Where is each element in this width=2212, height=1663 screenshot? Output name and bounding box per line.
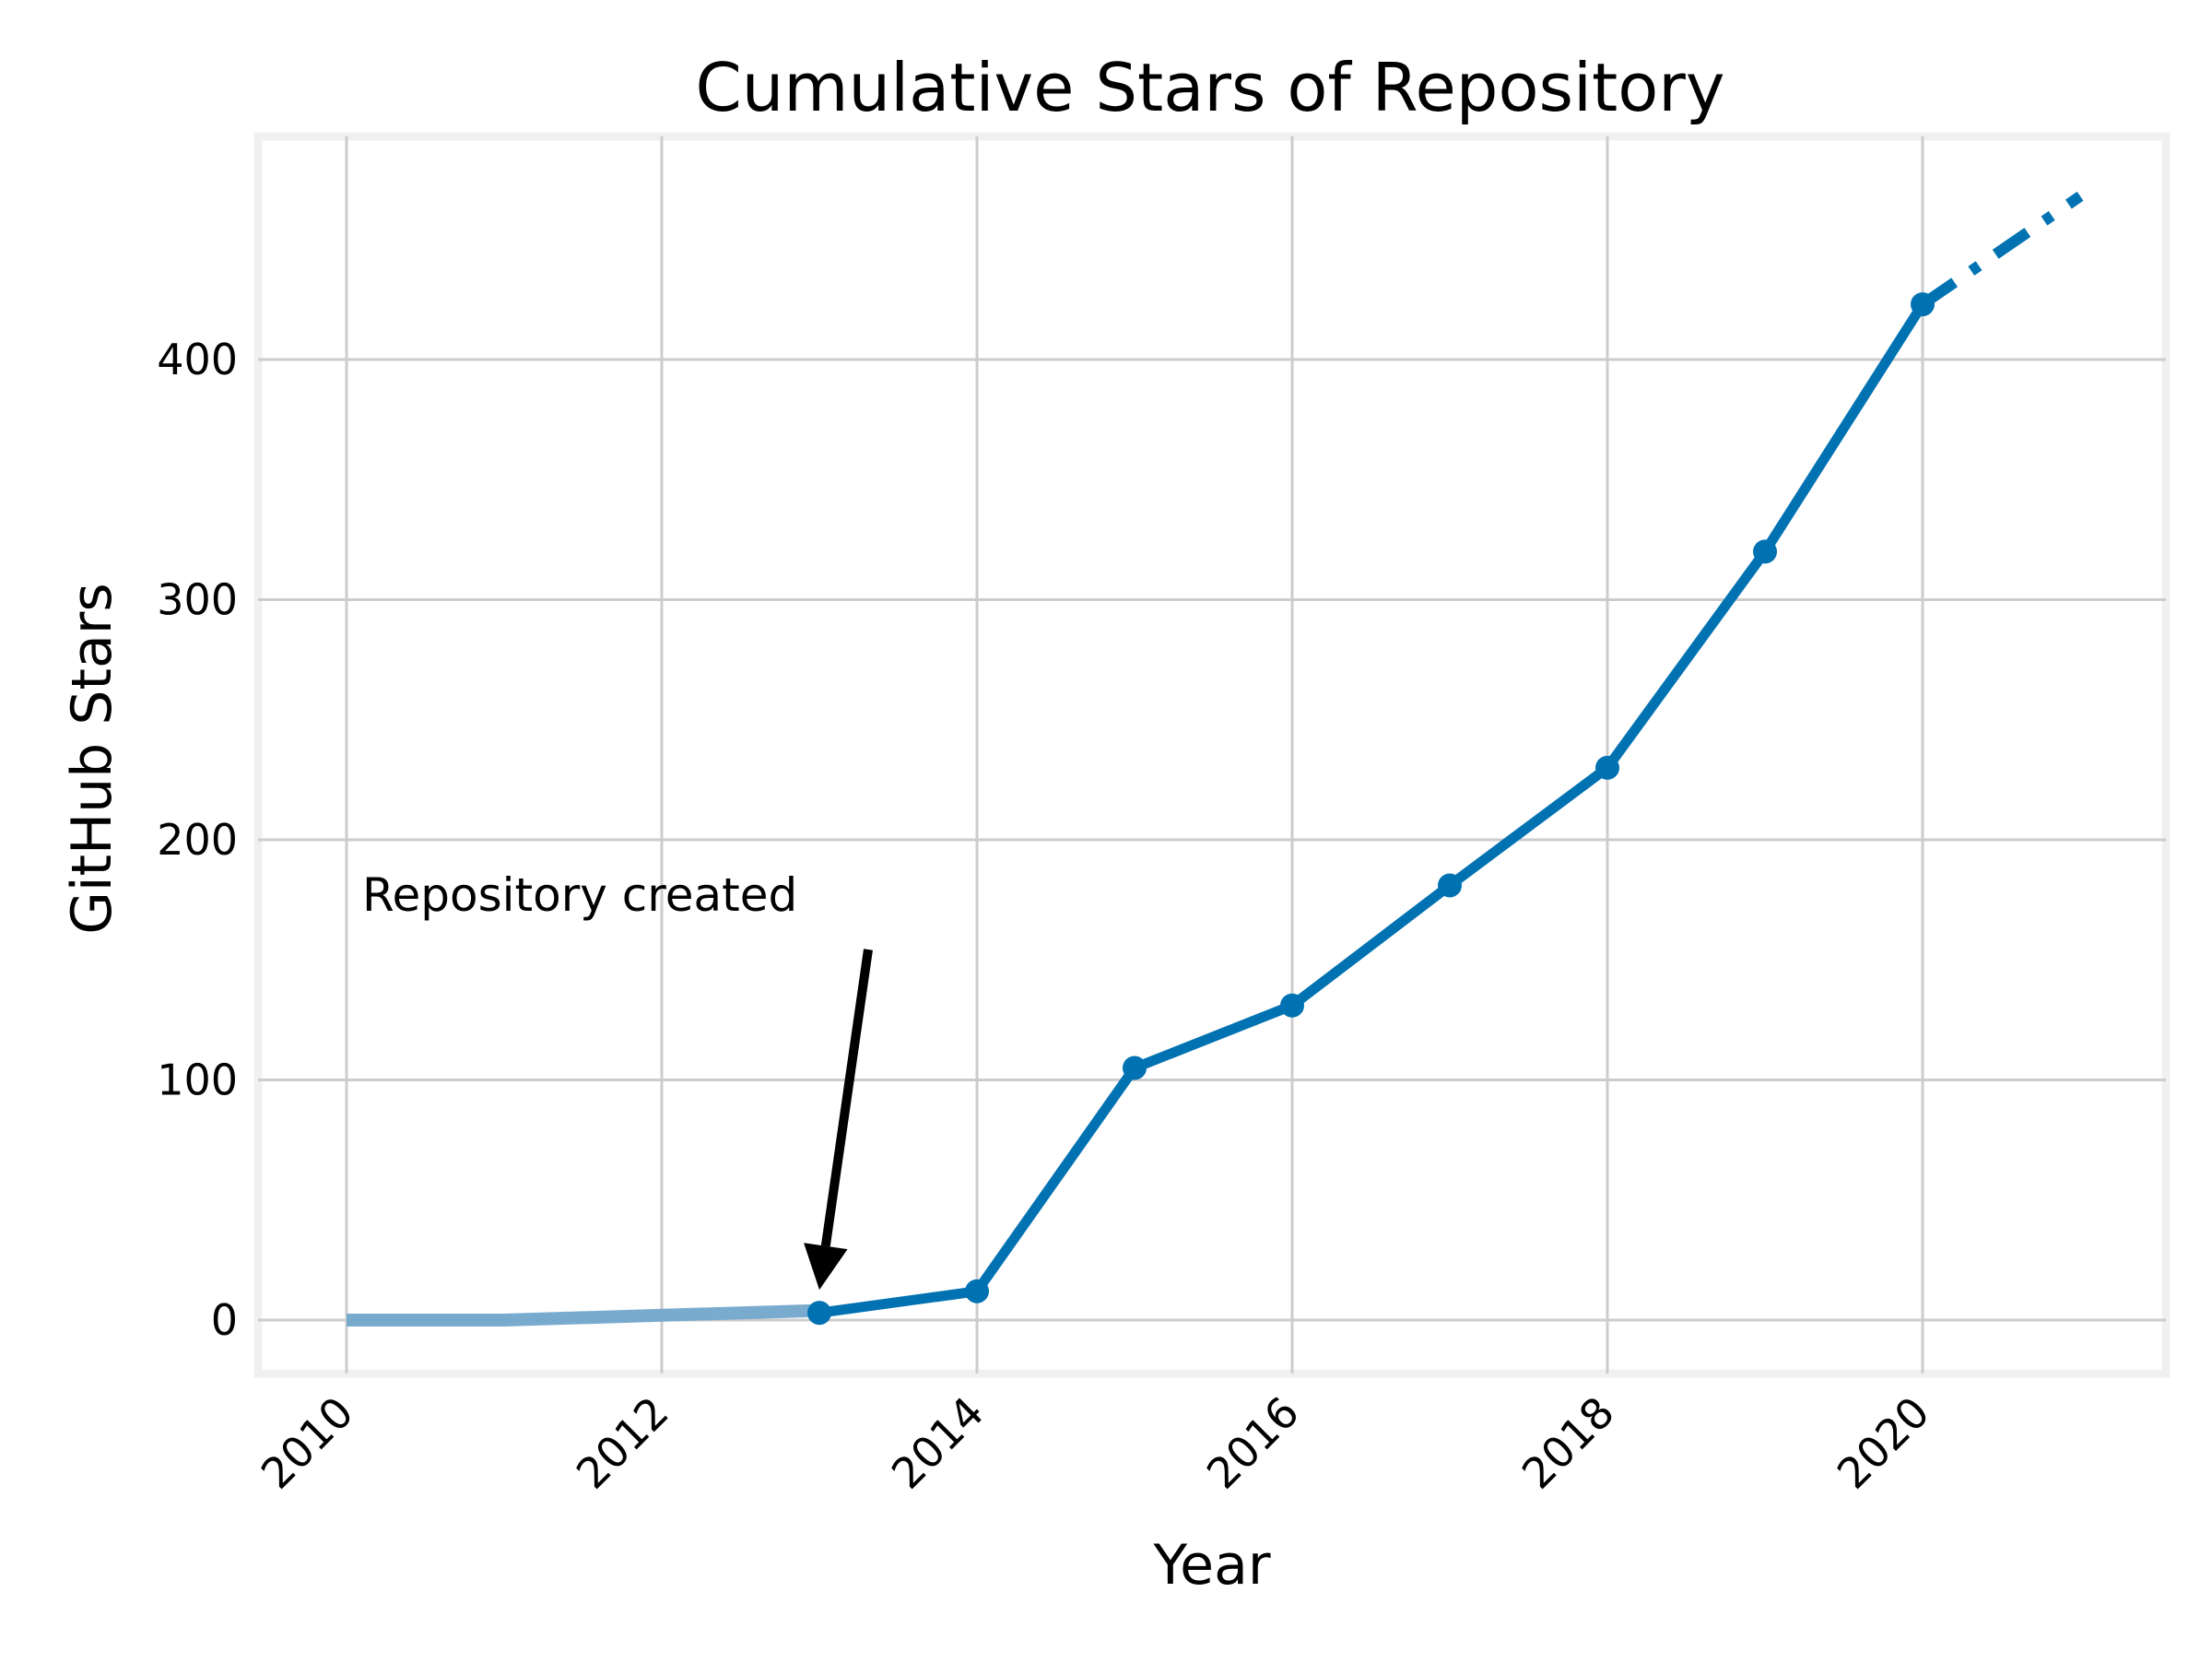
stars-line	[814, 299, 1928, 1318]
series-layer	[347, 191, 2084, 1327]
projection-line	[1919, 191, 2084, 310]
data-point	[1595, 755, 1619, 780]
data-point	[965, 1279, 989, 1303]
data-point	[807, 1301, 831, 1326]
y-tick-label: 400	[157, 335, 238, 384]
plot-frame	[253, 132, 2171, 1378]
x-tick-label: 2016	[1197, 1387, 1309, 1499]
data-point	[1753, 539, 1777, 564]
x-axis-label: Year	[1152, 1533, 1270, 1598]
x-tick-label: 2020	[1828, 1387, 1939, 1499]
data-point	[1438, 873, 1462, 898]
data-point	[1280, 993, 1304, 1018]
y-tick-label: 0	[211, 1295, 238, 1345]
y-axis-label: GitHub Stars	[60, 583, 124, 934]
y-tick-label: 100	[157, 1056, 238, 1105]
x-tick-label: 2018	[1512, 1387, 1624, 1499]
annotation-arrowhead	[804, 1243, 848, 1291]
annotation-arrow	[820, 949, 873, 1247]
x-tick-label: 2010	[252, 1387, 363, 1499]
annotation-text: Repository created	[362, 868, 797, 922]
y-tick-label: 300	[157, 575, 238, 625]
y-tick-label: 200	[157, 815, 238, 865]
chart-title: Cumulative Stars of Repository	[695, 49, 1724, 126]
x-tick-label: 2012	[567, 1387, 678, 1499]
data-point	[1123, 1056, 1147, 1080]
grid	[258, 136, 2166, 1374]
pre-creation-line	[347, 1303, 820, 1327]
annotation-layer: Repository created	[362, 868, 873, 1291]
x-tick-label: 2014	[882, 1387, 994, 1499]
